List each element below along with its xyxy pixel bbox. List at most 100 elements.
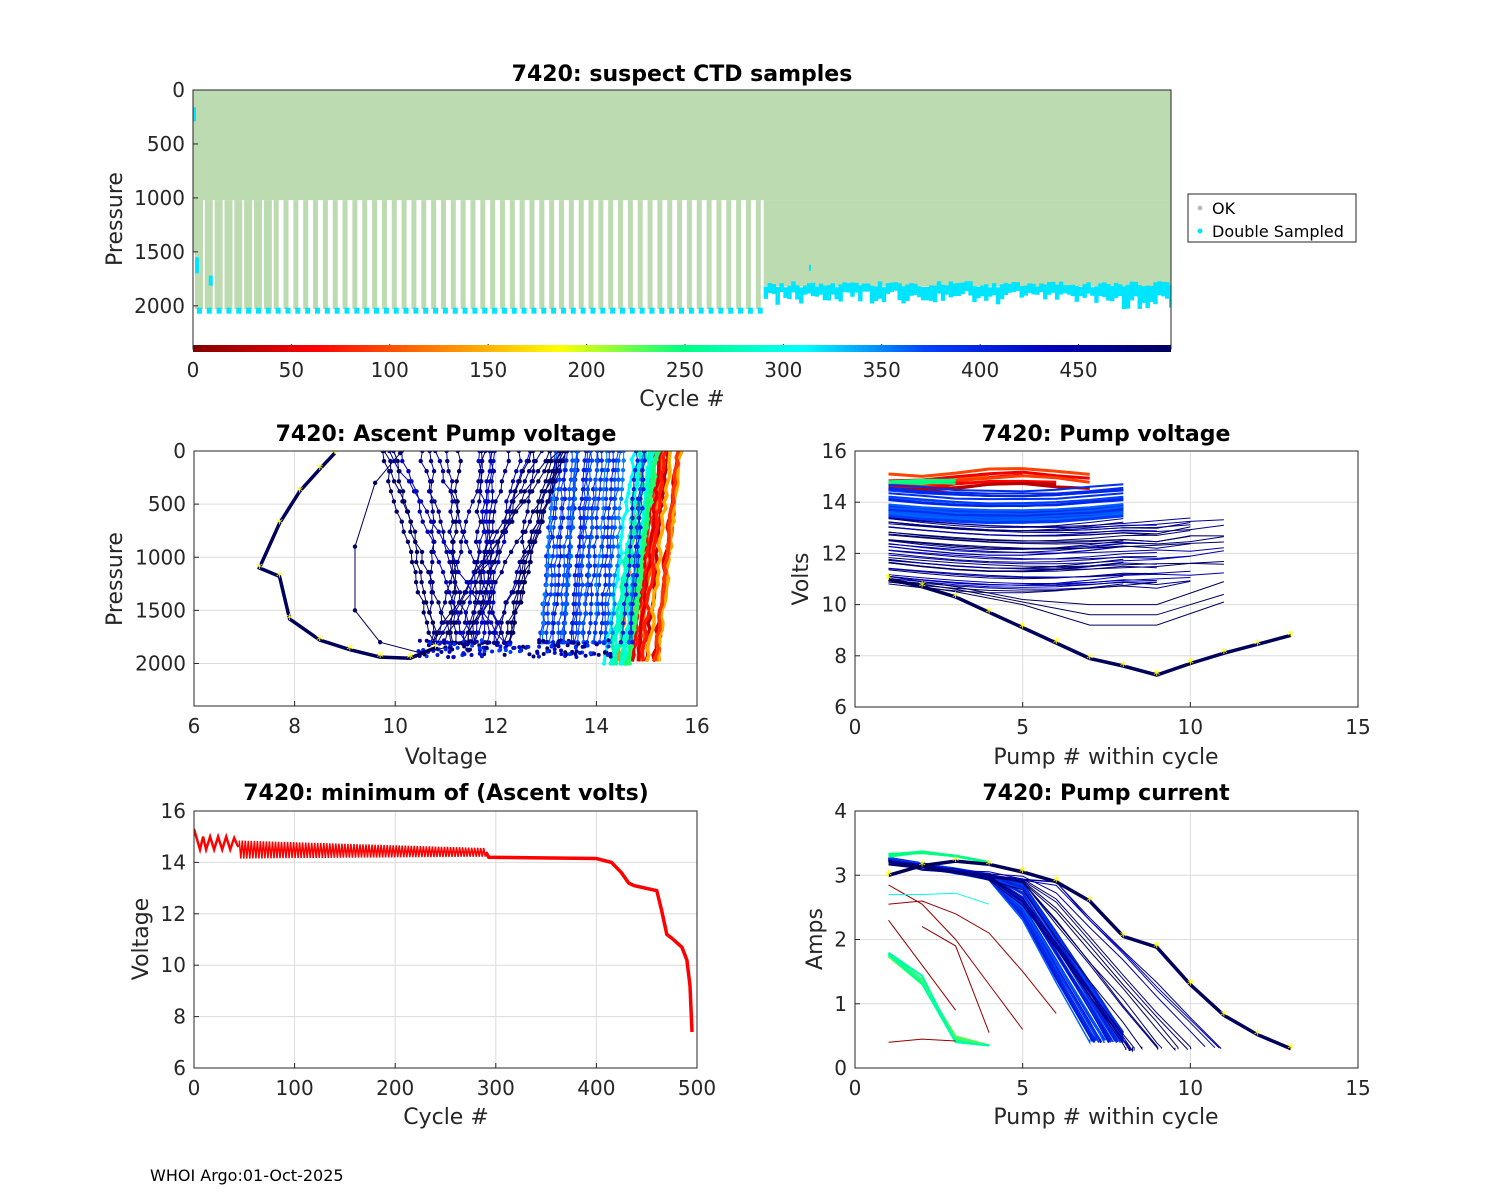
ok-deep-profile: [667, 200, 673, 310]
ok-deep-profile: [234, 200, 243, 310]
ascent-point: [547, 489, 552, 494]
double-sampled-mark: [854, 282, 859, 293]
double-sampled-mark: [885, 283, 891, 294]
ok-deep-profile: [332, 200, 338, 310]
double-sampled-mark: [1141, 286, 1146, 303]
double-sampled-mark: [728, 307, 734, 314]
double-sampled-mark: [511, 307, 517, 314]
ascent-point: [650, 474, 655, 479]
ascent-point: [408, 549, 414, 555]
ascent-point: [538, 509, 543, 514]
ascent-point: [593, 496, 598, 502]
ascent-point: [442, 638, 447, 643]
ascent-point: [455, 559, 460, 565]
ascent-point: [508, 640, 513, 645]
ascent-point: [578, 515, 583, 521]
ascent-point: [633, 592, 638, 597]
ascent-point: [616, 477, 621, 482]
double-sampled-mark: [984, 284, 989, 301]
ascent-point: [456, 569, 461, 575]
ascent-point: [639, 567, 645, 573]
ascent-point: [559, 648, 564, 653]
pumpv-cycle-line: [888, 486, 1124, 495]
ascent-point: [605, 652, 610, 657]
x-tick-label: 5: [1016, 715, 1029, 739]
x-tick-label: 100: [276, 1076, 314, 1100]
ascent-point: [542, 468, 547, 474]
double-sampled-mark: [374, 307, 380, 314]
ascent-point: [640, 506, 645, 511]
ascent-point: [439, 649, 444, 654]
ascent-point: [582, 458, 587, 463]
ascent-point: [634, 573, 640, 578]
ascent-point: [598, 630, 604, 635]
pumpv-cycle-line: [888, 534, 1224, 545]
ascent-point: [607, 592, 613, 597]
ascent-point: [571, 611, 577, 616]
ascent-point: [520, 529, 525, 534]
ascent-point: [583, 592, 588, 597]
ascent-point: [352, 544, 358, 549]
ascent-point: [584, 611, 589, 616]
ascent-point: [569, 640, 574, 645]
ascent-point: [601, 641, 606, 646]
ascent-point: [432, 539, 437, 545]
ascent-point: [564, 573, 569, 578]
ascent-point: [540, 630, 545, 635]
ok-deep-profile: [637, 200, 643, 310]
ascent-point: [580, 477, 586, 482]
legend-double-marker: [1197, 228, 1203, 234]
pumpc-cycle-line: [888, 892, 990, 905]
ascent-point: [509, 630, 515, 635]
ascent-point: [528, 451, 534, 454]
ascent-point: [372, 480, 378, 486]
ok-samples-deep: [763, 200, 1171, 287]
ascent-point: [377, 640, 383, 645]
ascent-point: [605, 544, 611, 549]
pumpv-cycle-line: [888, 483, 1124, 493]
ascent-point: [616, 451, 621, 454]
ascent-point: [629, 457, 634, 462]
ascent-point: [545, 573, 551, 578]
ascent-point: [611, 592, 616, 597]
double-sampled-mark: [987, 287, 993, 297]
ascent-point: [635, 544, 640, 549]
ok-deep-profile: [244, 200, 253, 310]
ascent-point: [534, 509, 540, 514]
ascent-point: [594, 515, 599, 521]
double-sampled-mark: [196, 307, 202, 314]
ok-deep-profile: [450, 200, 456, 310]
ascent-point: [481, 569, 486, 575]
pumpv-cycle-line: [888, 562, 1124, 572]
ascent-last-cycle-star: *: [346, 643, 353, 659]
ascent-last-cycle-line: [257, 451, 437, 660]
legend-double-label: Double Sampled: [1212, 222, 1344, 241]
ascent-point: [592, 506, 597, 511]
y-tick-label: 2: [834, 928, 847, 952]
ascent-point: [411, 489, 417, 494]
ascent-point: [419, 559, 425, 565]
ascent-point: [404, 509, 410, 514]
y-tick-label: 12: [161, 902, 186, 926]
ascent-point: [428, 569, 434, 575]
ascent-point: [612, 487, 618, 492]
double-sampled-mark: [803, 285, 808, 295]
ascent-point: [572, 477, 577, 482]
ascent-point: [490, 489, 495, 494]
ascent-point: [612, 601, 617, 607]
ascent-point: [637, 534, 642, 540]
ascent-point: [522, 580, 528, 585]
ascent-point: [603, 630, 608, 635]
ascent-point: [487, 468, 493, 474]
ascent-point: [581, 467, 587, 473]
pumpv-cycle-line: [888, 481, 1057, 492]
ascent-point: [620, 516, 626, 522]
ascent-point: [552, 563, 557, 568]
ok-deep-profile: [362, 200, 368, 310]
ascent-point: [593, 620, 598, 626]
ascent-point: [478, 580, 483, 585]
ascent-point: [561, 515, 566, 521]
ascent-point: [453, 519, 458, 524]
ascent-point: [585, 563, 590, 568]
x-tick-label: 10: [1178, 715, 1203, 739]
